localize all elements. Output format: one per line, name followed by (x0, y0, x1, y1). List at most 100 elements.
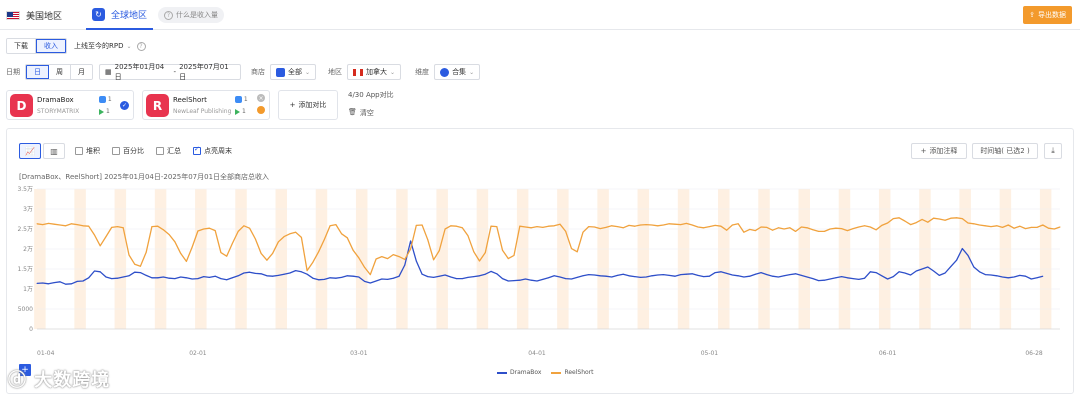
date-range-picker[interactable]: ▦ 2025年01月04日 - 2025年07月01日 (99, 63, 241, 81)
data-point-dramabox (427, 276, 429, 278)
data-point-dramabox (341, 276, 343, 278)
legend-label: ReelShort (564, 369, 594, 376)
add-compare-button[interactable]: + 添加对比 (278, 90, 338, 120)
chevron-down-icon: ⌄ (305, 68, 311, 76)
granularity-month[interactable]: 月 (71, 65, 92, 79)
data-point-dramabox (668, 274, 670, 276)
timeline-button[interactable]: 时间轴( 已选2 ) (972, 143, 1038, 159)
granularity-day[interactable]: 日 (26, 65, 49, 79)
data-point-reelshort (685, 222, 687, 224)
data-point-reelshort (645, 224, 647, 226)
stack-checkbox[interactable]: 堆积 (75, 146, 100, 156)
app-store-icon (235, 96, 242, 103)
zoom-in-button[interactable]: + (19, 364, 31, 376)
bar-chart-toggle[interactable]: ▥ (43, 143, 65, 159)
data-point-dramabox (536, 280, 538, 282)
dimension-dropdown[interactable]: 合集 ⌄ (434, 64, 481, 80)
app-store-counts: 1 1 (99, 94, 112, 118)
data-point-reelshort (461, 227, 463, 229)
data-point-reelshort (668, 223, 670, 225)
data-point-reelshort (921, 218, 923, 220)
data-point-reelshort (157, 225, 159, 227)
selected-check-icon[interactable]: ✓ (120, 101, 129, 110)
data-point-reelshort (335, 224, 337, 226)
data-point-reelshort (915, 222, 917, 224)
data-point-dramabox (553, 275, 555, 277)
app-card-dramabox[interactable]: D DramaBox STORYMATRIX 1 1 ✓ (6, 90, 134, 120)
data-point-dramabox (530, 279, 532, 281)
tab-us-region[interactable]: 美国地区 (6, 0, 62, 30)
app-publisher: NewLeaf Publishing (173, 108, 232, 115)
app-card-reelshort[interactable]: R ReelShort NewLeaf Publishing 1 1 × (142, 90, 270, 120)
y-tick-label: 0 (29, 326, 33, 333)
clear-compare-button[interactable]: 🗑 清空 (348, 108, 374, 118)
data-point-dramabox (289, 272, 291, 274)
data-point-reelshort (806, 227, 808, 229)
data-point-reelshort (933, 217, 935, 219)
download-icon: ⤓ (1051, 146, 1055, 155)
data-point-reelshort (254, 238, 256, 240)
weekend-band (557, 189, 569, 329)
data-point-dramabox (162, 276, 164, 278)
collection-icon (440, 67, 450, 77)
data-point-dramabox (128, 275, 130, 277)
data-point-reelshort (766, 226, 768, 228)
data-point-reelshort (594, 226, 595, 228)
tab-global-region[interactable]: ↻ 全球地区 (86, 0, 154, 30)
add-note-button[interactable]: + 添加注释 (911, 143, 967, 159)
data-point-reelshort (122, 227, 124, 229)
data-point-reelshort (174, 241, 176, 243)
remove-app-icon[interactable]: × (257, 94, 265, 102)
data-point-dramabox (984, 274, 986, 276)
data-point-reelshort (249, 227, 251, 229)
data-point-reelshort (881, 224, 883, 226)
data-point-reelshort (128, 254, 130, 256)
data-point-reelshort (858, 226, 860, 228)
percent-checkbox[interactable]: 百分比 (112, 146, 144, 156)
data-point-dramabox (904, 272, 906, 274)
data-point-dramabox (191, 278, 193, 280)
ios-count: 1 (243, 96, 248, 103)
metric-download-tab[interactable]: 下载 (7, 39, 36, 53)
data-point-dramabox (375, 280, 377, 282)
summary-checkbox[interactable]: 汇总 (156, 146, 181, 156)
data-point-reelshort (266, 259, 268, 261)
data-point-dramabox (392, 277, 394, 279)
series-color-icon[interactable] (257, 106, 265, 114)
data-point-dramabox (203, 276, 205, 278)
line-chart-toggle[interactable]: 📈 (19, 143, 41, 159)
data-point-reelshort (203, 228, 205, 230)
timeline-label: 时间轴( 已选2 ) (980, 147, 1030, 155)
region-dropdown[interactable]: 加拿大 ⌄ (347, 64, 402, 80)
rpd-dropdown[interactable]: 上线至今的RPD ⌄ (69, 38, 137, 54)
data-point-reelshort (456, 225, 457, 227)
weekend-label: 点亮周末 (204, 147, 232, 155)
store-dropdown[interactable]: 全部 ⌄ (270, 64, 317, 80)
granularity-week[interactable]: 周 (49, 65, 71, 79)
metric-revenue-tab[interactable]: 收入 (36, 39, 66, 53)
data-point-reelshort (634, 225, 636, 227)
legend-item-dramabox[interactable]: DramaBox (497, 369, 541, 376)
weekend-band (154, 189, 167, 329)
download-chart-button[interactable]: ⤓ (1044, 143, 1062, 159)
data-point-dramabox (266, 275, 268, 277)
export-data-button[interactable]: ⇪ 导出数据 (1023, 6, 1072, 24)
data-point-dramabox (789, 274, 791, 276)
data-point-reelshort (708, 226, 710, 228)
data-point-reelshort (864, 225, 866, 227)
weekend-checkbox[interactable]: 点亮周末 (193, 145, 232, 156)
data-point-dramabox (76, 280, 78, 282)
revenue-help-link[interactable]: ? 什么是收入量 (158, 7, 224, 23)
data-point-dramabox (864, 277, 866, 279)
data-point-reelshort (479, 260, 480, 262)
data-point-reelshort (312, 261, 314, 263)
rpd-help-icon[interactable]: ? (136, 41, 146, 51)
data-point-dramabox (622, 273, 624, 275)
data-point-reelshort (812, 229, 814, 231)
data-point-dramabox (519, 279, 521, 281)
legend-item-reelshort[interactable]: ReelShort (551, 369, 594, 376)
date-label: 日期 (6, 68, 20, 76)
data-point-dramabox (766, 274, 768, 276)
data-point-reelshort (444, 228, 446, 230)
data-point-reelshort (162, 229, 164, 231)
